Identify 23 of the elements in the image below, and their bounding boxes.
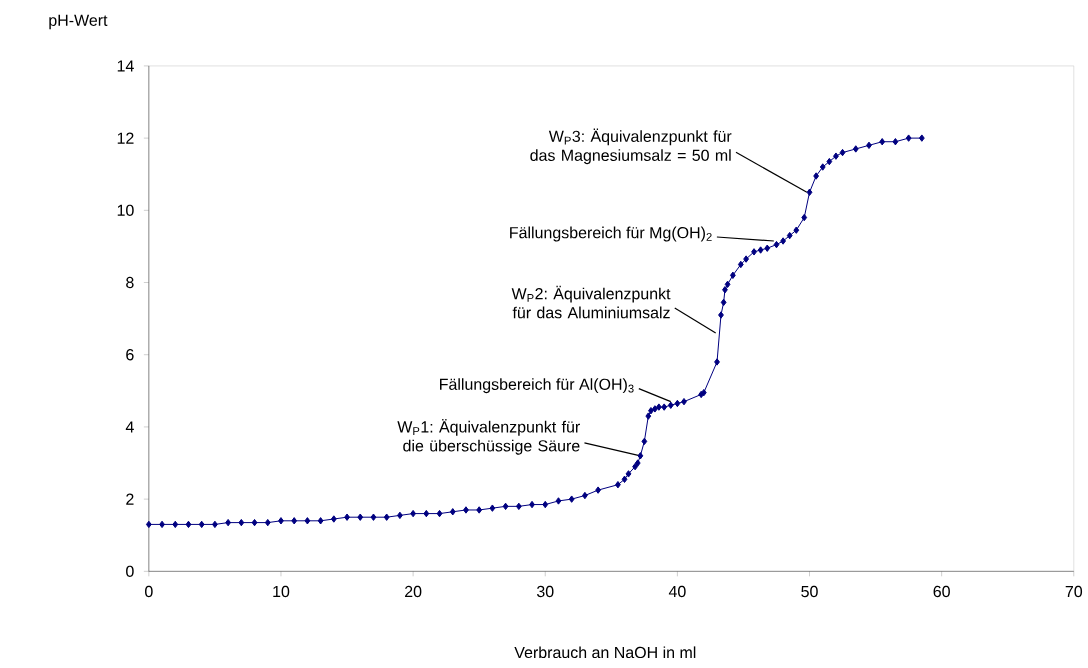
annotation: Fällungsbereich für Mg(OH)$_{2}$ bbox=[510, 226, 712, 242]
x-tick-label: 30 bbox=[536, 585, 554, 598]
x-tick-label: 0 bbox=[145, 585, 153, 598]
x-tick-label: 60 bbox=[933, 585, 950, 598]
x-tick-label: 40 bbox=[668, 585, 686, 598]
y-tick-label: 6 bbox=[126, 348, 134, 361]
y-tick-label: 8 bbox=[126, 276, 134, 289]
annotation: W$_{P}$1: Äquivalenzpunkt für die überschüssige Säure bbox=[397, 418, 580, 455]
y-tick-label: 4 bbox=[125, 421, 134, 433]
y-tick-label: 0 bbox=[126, 565, 134, 577]
y-tick-label: 2 bbox=[126, 493, 134, 505]
y-tick-label: 10 bbox=[117, 204, 134, 216]
y-axis-title: pH-Wert bbox=[49, 14, 108, 30]
annotation: W$_{P}$3: Äquivalenzpunkt für das Magnesiumsalz = 50 ml bbox=[530, 128, 732, 165]
x-tick-label: 70 bbox=[1065, 585, 1083, 598]
y-tick-label: 12 bbox=[117, 132, 134, 144]
x-axis-title: Verbrauch an NaOH in ml bbox=[514, 646, 696, 659]
x-tick-label: 10 bbox=[273, 585, 290, 598]
y-tick-label: 14 bbox=[117, 60, 134, 72]
annotation: W$_{P}$2: Äquivalenzpunkt für das Aluminiumsalz bbox=[511, 285, 671, 319]
x-tick-label: 50 bbox=[801, 585, 818, 598]
annotation: Fällungsbereich für Al(OH)$_{3}$ bbox=[440, 378, 634, 394]
x-tick-label: 20 bbox=[405, 585, 422, 598]
